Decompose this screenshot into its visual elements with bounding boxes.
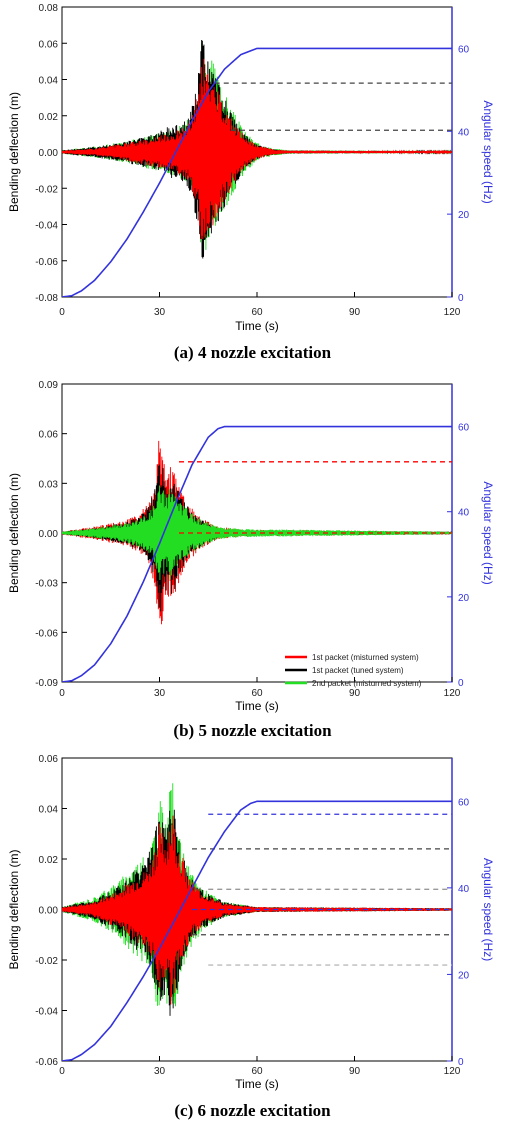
y-tick-label: -0.06 (35, 257, 58, 268)
angular-speed-line (62, 47, 452, 297)
angular-speed-line (62, 425, 452, 682)
y2-tick-label: 20 (458, 210, 470, 221)
legend-label: 1st packet (tuned system) (312, 666, 404, 675)
y2-tick-label: 60 (458, 44, 470, 55)
y-axis-label: Bending deflection (m) (7, 849, 21, 969)
deflection-series-2 (62, 58, 452, 240)
y-tick-label: 0.06 (39, 430, 59, 441)
y2-tick-label: 60 (458, 423, 470, 434)
y-tick-label: 0.03 (39, 479, 59, 490)
chart-a: -0.08 -0.06 -0.04 -0.02 0.00 0.02 0.04 0.06 0.08… (7, 3, 495, 333)
y-tick-label: 0.04 (39, 76, 59, 87)
plot-area (62, 783, 452, 1061)
x-tick-label: 0 (59, 307, 65, 318)
x-tick-label: 120 (444, 688, 461, 699)
y2-axis-label: Angular speed (Hz) (481, 481, 495, 584)
plot-area (62, 39, 452, 297)
x-tick-label: 0 (59, 1066, 65, 1077)
x-tick-label: 90 (349, 307, 361, 318)
deflection-series-2 (62, 485, 452, 580)
legend-label: 2nd packet (misturned system) (312, 679, 422, 688)
x-tick-label: 30 (154, 1066, 166, 1077)
y-tick-label: -0.06 (35, 628, 58, 639)
y2-axis-label: Angular speed (Hz) (481, 858, 495, 961)
x-tick-label: 90 (349, 1066, 361, 1077)
x-tick-label: 0 (59, 688, 65, 699)
caption-b: (b) 5 nozzle excitation (173, 721, 332, 740)
y2-tick-label: 20 (458, 970, 470, 981)
y2-tick-label: 0 (458, 1057, 464, 1068)
y-tick-label: -0.02 (35, 184, 58, 195)
y2-tick-label: 60 (458, 797, 470, 808)
angular-speed-line (62, 800, 452, 1061)
chart-panel-c: -0.06 -0.04 -0.02 0.00 0.02 0.04 0.06 0 20 40 60 0 3… (0, 746, 505, 1132)
chart-panel-b: -0.09 -0.06 -0.03 0.00 0.03 0.06 0.09 0 20 40 60 0 3… (0, 372, 505, 746)
x-tick-label: 90 (349, 688, 361, 699)
x-tick-label: 30 (154, 688, 166, 699)
chart-panel-a: -0.08 -0.06 -0.04 -0.02 0.00 0.02 0.04 0.06 0.08… (0, 0, 505, 372)
y-tick-label: -0.06 (35, 1057, 58, 1068)
x-tick-label: 120 (444, 1066, 461, 1077)
y-tick-label: -0.03 (35, 579, 58, 590)
y2-tick-label: 40 (458, 884, 470, 895)
y-tick-label: 0.06 (39, 754, 59, 765)
x-axis-label: Time (s) (235, 319, 279, 333)
x-tick-label: 60 (251, 1066, 263, 1077)
x-tick-label: 30 (154, 307, 166, 318)
y2-tick-label: 40 (458, 508, 470, 519)
y-tick-label: -0.02 (35, 956, 58, 967)
y-axis-label: Bending deflection (m) (7, 473, 21, 593)
y-tick-label: -0.08 (35, 293, 58, 304)
y2-axis-label: Angular speed (Hz) (481, 100, 495, 203)
y-tick-label: -0.09 (35, 678, 58, 689)
y-tick-label: 0.02 (39, 112, 59, 123)
y2-tick-label: 0 (458, 678, 464, 689)
x-tick-label: 120 (444, 307, 461, 318)
caption-c: (c) 6 nozzle excitation (174, 1101, 331, 1120)
y-tick-label: 0.00 (39, 906, 59, 917)
y-tick-label: -0.04 (35, 221, 58, 232)
legend-label: 1st packet (misturned system) (312, 653, 419, 662)
chart-b: -0.09 -0.06 -0.03 0.00 0.03 0.06 0.09 0 20 40 60 0 3… (7, 380, 495, 713)
y-tick-label: 0.04 (39, 805, 59, 816)
x-tick-label: 60 (251, 307, 263, 318)
y-tick-label: 0.09 (39, 380, 59, 391)
y2-tick-label: 40 (458, 127, 470, 138)
y-tick-label: 0.00 (39, 148, 59, 159)
x-tick-label: 60 (251, 688, 263, 699)
plot-area (62, 425, 452, 682)
y2-tick-label: 0 (458, 293, 464, 304)
y-tick-label: 0.06 (39, 39, 59, 50)
y-tick-label: 0.08 (39, 3, 59, 14)
y-tick-label: 0.02 (39, 855, 59, 866)
y2-tick-label: 20 (458, 593, 470, 604)
caption-a: (a) 4 nozzle excitation (173, 343, 332, 362)
y-axis-label: Bending deflection (m) (7, 92, 21, 212)
x-axis-label: Time (s) (235, 699, 279, 713)
chart-c: -0.06 -0.04 -0.02 0.00 0.02 0.04 0.06 0 20 40 60 0 3… (7, 754, 495, 1091)
y-tick-label: -0.04 (35, 1007, 58, 1018)
y-tick-label: 0.00 (39, 529, 59, 540)
x-axis-label: Time (s) (235, 1077, 279, 1091)
